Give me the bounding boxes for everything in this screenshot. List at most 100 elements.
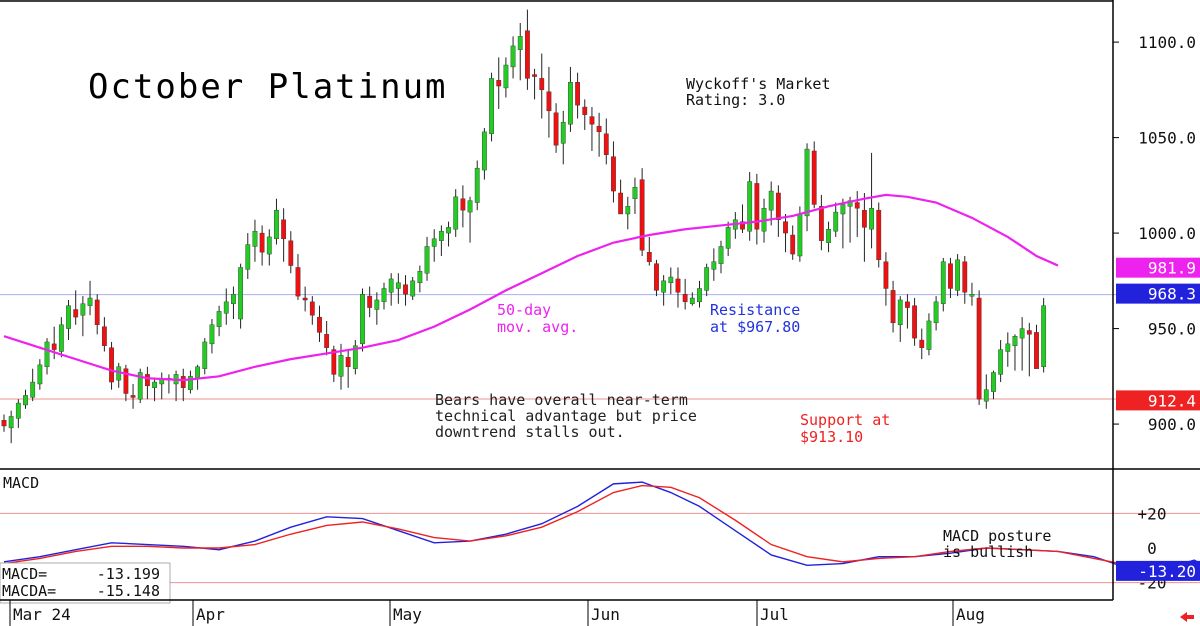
price-value-box bbox=[1116, 283, 1200, 304]
macd-annotation-2: is bullish bbox=[943, 543, 1033, 561]
candle-body bbox=[496, 80, 502, 87]
candle-body bbox=[783, 221, 788, 234]
candle-body bbox=[704, 267, 710, 291]
candle-body bbox=[847, 200, 853, 207]
candle-body bbox=[639, 179, 645, 251]
candle bbox=[44, 338, 50, 375]
candle bbox=[897, 296, 903, 342]
candle-body bbox=[209, 324, 215, 345]
candle-body bbox=[238, 267, 244, 320]
candle-body bbox=[740, 221, 745, 230]
candle-body bbox=[582, 106, 588, 115]
macd-readout-box bbox=[0, 562, 171, 604]
candle-body bbox=[611, 156, 616, 192]
candle-body bbox=[618, 192, 624, 215]
candle-body bbox=[596, 125, 602, 133]
candle-body bbox=[37, 364, 43, 385]
candle bbox=[539, 53, 545, 119]
candle bbox=[1034, 324, 1039, 369]
candle-body bbox=[510, 45, 516, 68]
candle-body bbox=[869, 208, 874, 230]
candle bbox=[775, 185, 781, 237]
candle bbox=[130, 383, 136, 409]
candle bbox=[58, 317, 64, 358]
candle bbox=[811, 141, 817, 209]
macd-readout-label: MACDA= bbox=[2, 582, 56, 600]
candle bbox=[510, 36, 516, 79]
candle bbox=[367, 286, 373, 318]
candle-body bbox=[697, 288, 702, 303]
candle-body bbox=[646, 251, 652, 262]
candle-body bbox=[281, 219, 287, 240]
candle-body bbox=[467, 200, 473, 213]
candle bbox=[496, 57, 502, 109]
candle-body bbox=[302, 297, 308, 301]
candle-body bbox=[969, 294, 975, 297]
candle bbox=[876, 202, 882, 268]
bears-annotation-3: downtrend stalls out. bbox=[435, 423, 625, 441]
candle bbox=[969, 282, 975, 306]
price-tick-label: 950.0 bbox=[1148, 320, 1196, 339]
candle bbox=[245, 233, 251, 279]
candle bbox=[862, 192, 867, 262]
candle bbox=[890, 280, 896, 333]
candle-body bbox=[883, 261, 889, 289]
candle bbox=[639, 168, 645, 257]
candle-body bbox=[195, 366, 200, 379]
macd-tick-label: +20 bbox=[1138, 504, 1167, 523]
candle bbox=[410, 277, 416, 300]
candle bbox=[582, 99, 588, 130]
x-tick-label: Jul bbox=[760, 605, 789, 624]
candle bbox=[51, 326, 57, 360]
chart-title: October Platinum bbox=[88, 67, 448, 107]
macd-readout-label: MACD= bbox=[2, 565, 47, 583]
candle bbox=[94, 294, 100, 335]
candle bbox=[66, 299, 71, 341]
candle bbox=[675, 267, 681, 308]
candle bbox=[847, 196, 853, 243]
candle bbox=[144, 366, 150, 400]
candle bbox=[646, 236, 652, 266]
candle-body bbox=[840, 204, 846, 215]
candle-body bbox=[216, 311, 222, 327]
candle bbox=[123, 364, 129, 402]
candle-body bbox=[87, 297, 93, 306]
candle bbox=[768, 181, 774, 226]
candle-body bbox=[568, 82, 573, 125]
candle bbox=[266, 229, 272, 266]
candle bbox=[625, 196, 631, 230]
candle-body bbox=[919, 339, 925, 348]
candle-body bbox=[152, 381, 157, 388]
candle-body bbox=[625, 206, 631, 215]
candle bbox=[754, 173, 760, 245]
candle-body bbox=[747, 181, 753, 232]
candle-body bbox=[546, 91, 552, 112]
candle bbox=[1005, 332, 1011, 367]
candle-body bbox=[101, 326, 107, 346]
candle bbox=[940, 257, 946, 312]
candle bbox=[704, 263, 710, 297]
x-tick-label: Apr bbox=[196, 605, 225, 624]
price-value-label: 912.4 bbox=[1148, 391, 1196, 410]
candle bbox=[560, 110, 566, 165]
candle-body bbox=[274, 209, 279, 240]
candle-body bbox=[811, 150, 817, 205]
candle bbox=[818, 194, 824, 251]
candle-body bbox=[818, 206, 824, 241]
candle-body bbox=[998, 349, 1004, 375]
candle-body bbox=[288, 240, 294, 266]
candle bbox=[80, 296, 86, 337]
candle bbox=[611, 141, 616, 203]
ma50-line bbox=[3, 193, 1059, 382]
candle bbox=[854, 191, 860, 237]
candle-body bbox=[876, 209, 882, 261]
candle bbox=[933, 296, 939, 331]
candle-body bbox=[632, 187, 638, 199]
macd-panel-title: MACD bbox=[3, 474, 39, 492]
candle bbox=[374, 292, 380, 325]
candle bbox=[983, 374, 989, 409]
bears-annotation-1: Bears have overall near-term bbox=[435, 391, 688, 409]
price-value-box bbox=[1116, 390, 1200, 411]
candle bbox=[467, 196, 473, 243]
candle-body bbox=[926, 320, 932, 350]
